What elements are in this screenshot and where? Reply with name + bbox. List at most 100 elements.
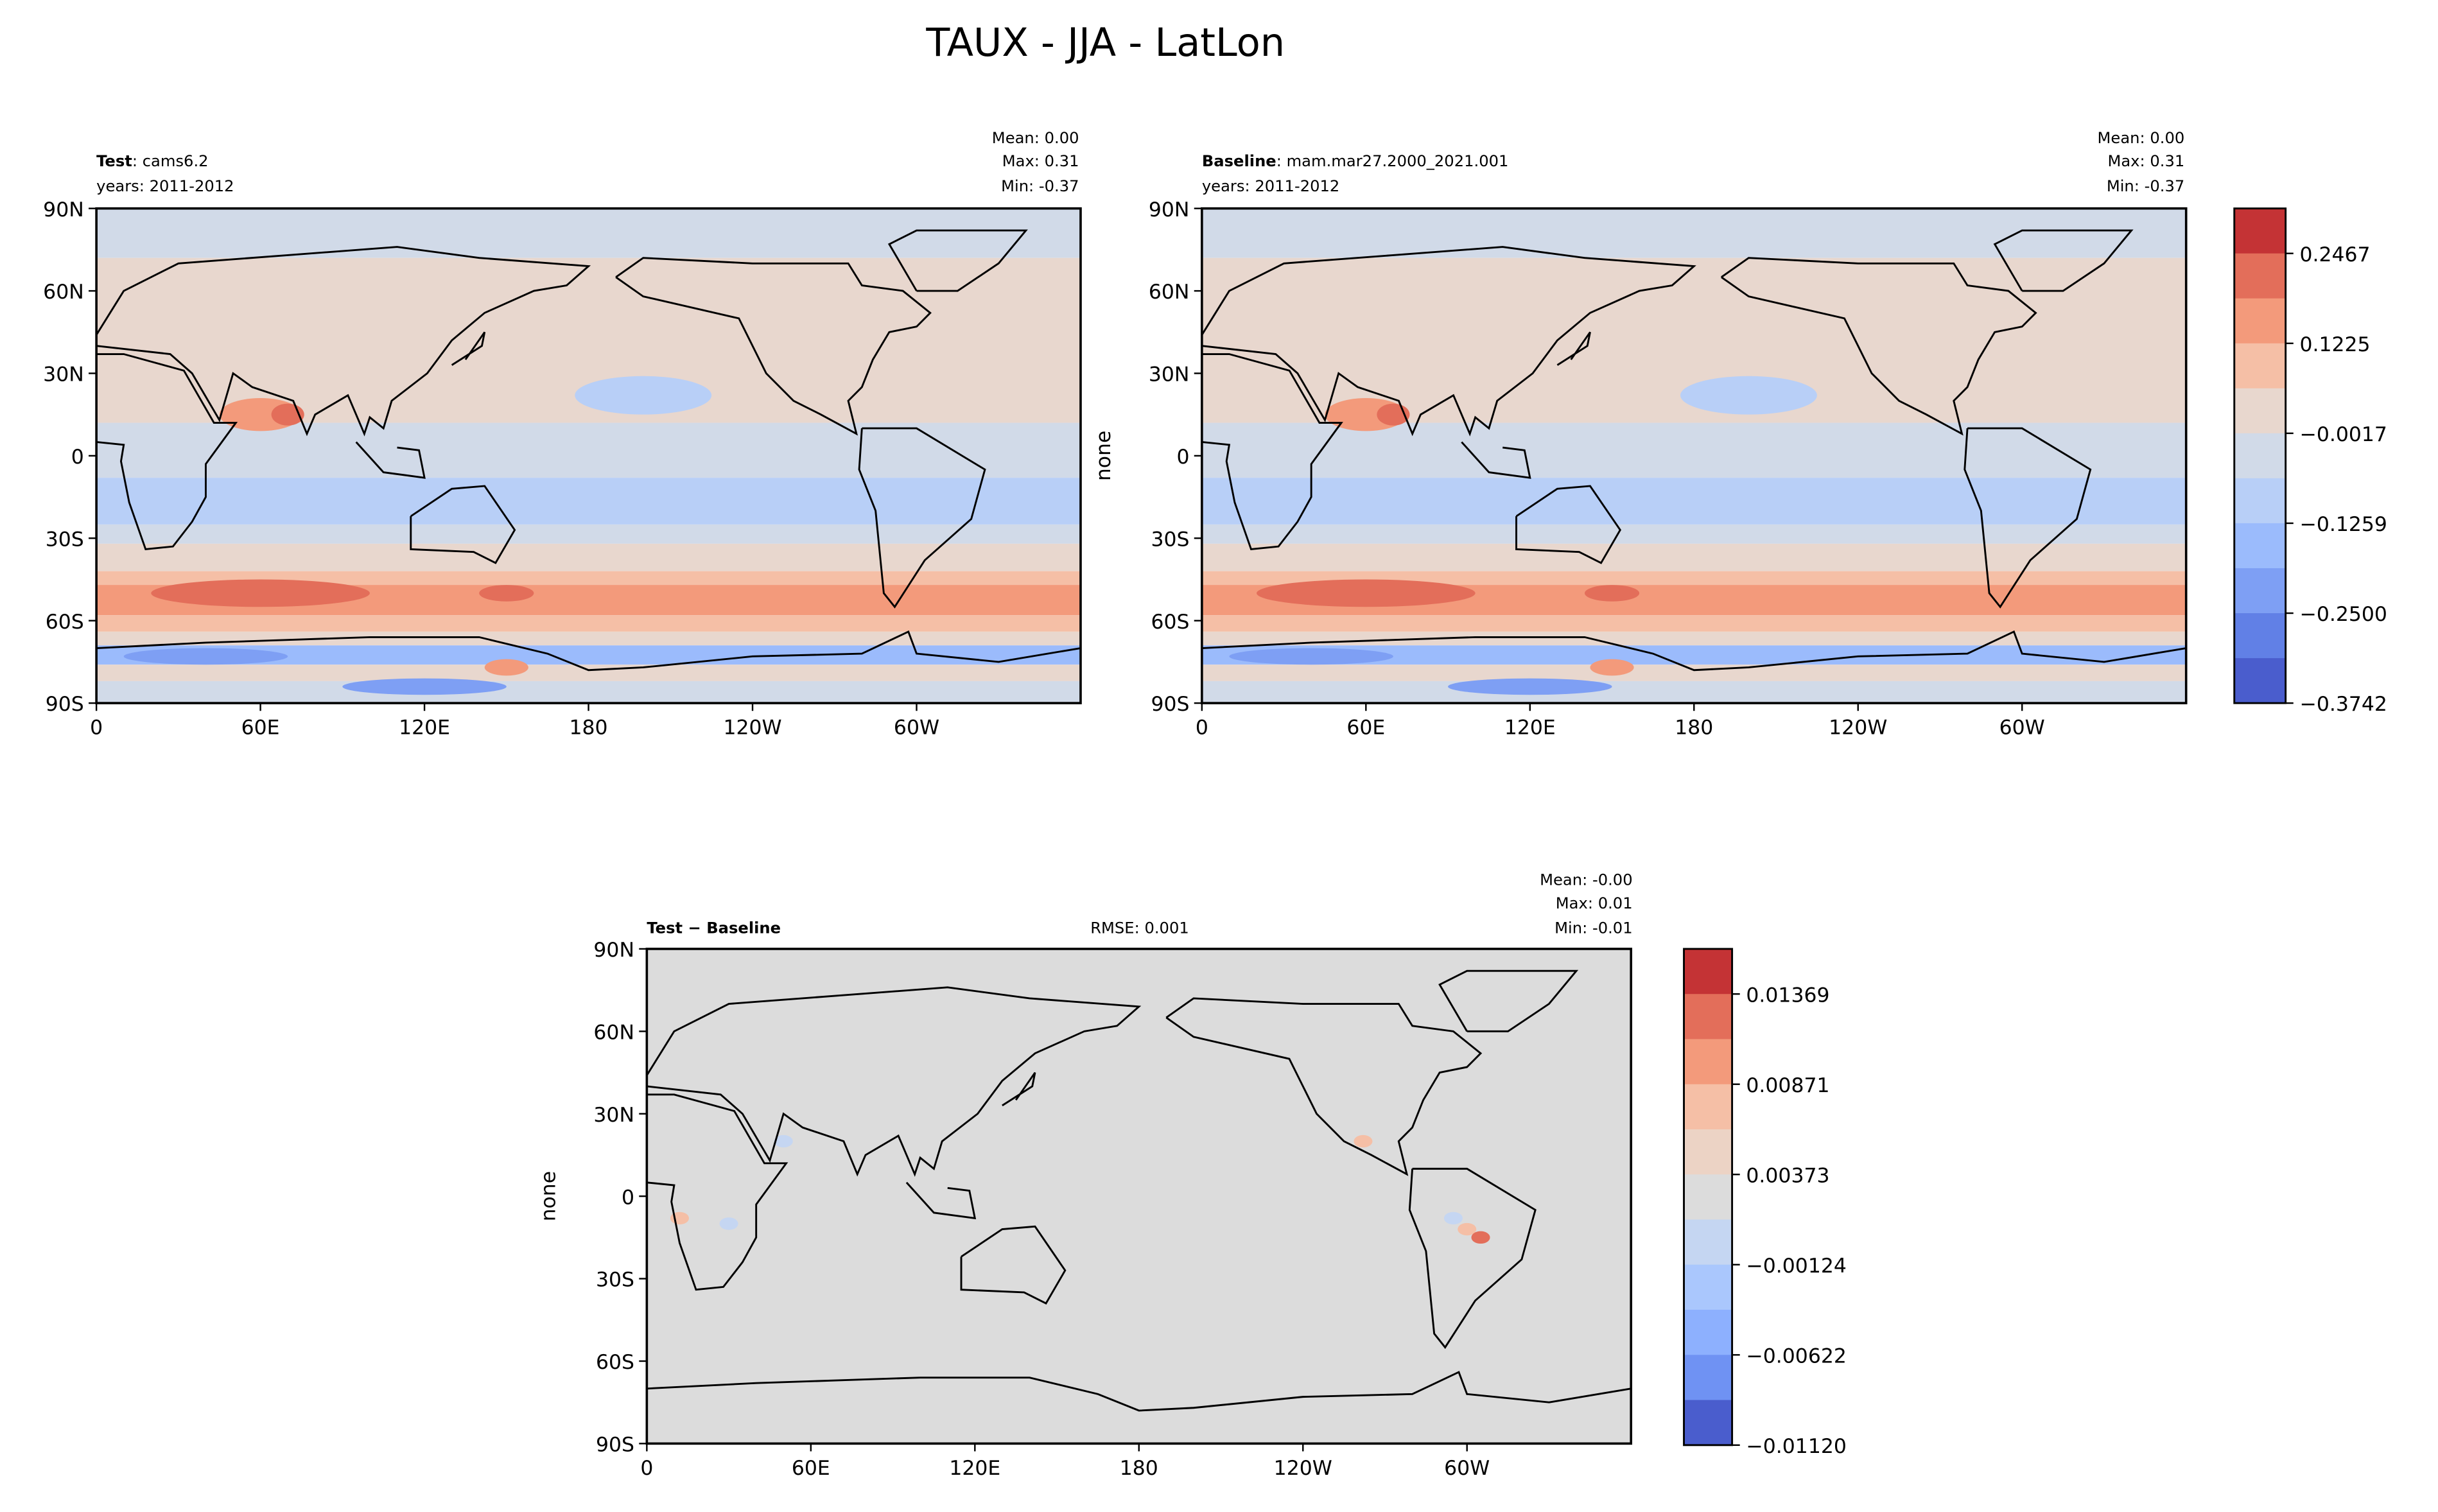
colorbar-diff: 0.01369 0.00871 0.00373 −0.00124 −0.00622 −0.…	[1683, 948, 1847, 1458]
x-tick-label: 120W	[1829, 717, 1887, 740]
contour-band	[96, 665, 1081, 681]
colorbar-segment	[2234, 658, 2286, 704]
contour-patch	[1229, 648, 1393, 665]
contour-band	[96, 543, 1081, 571]
contour-patch	[342, 678, 507, 695]
contour-patch	[575, 376, 712, 415]
colorbar-segment	[1684, 1310, 1732, 1356]
coastline	[1993, 229, 2134, 292]
contour-patch	[1680, 376, 1817, 415]
diff-rmse: RMSE: 0.001	[1090, 919, 1189, 937]
contour-patch	[479, 585, 534, 602]
y-tick-label: 60S	[1151, 611, 1189, 634]
colorbar-tick-label: 0.00871	[1746, 1074, 1829, 1097]
contour-band	[1201, 422, 2186, 478]
coastline	[96, 630, 1081, 672]
coastline	[1461, 441, 1531, 479]
contour-band	[1201, 631, 2186, 646]
coastline	[1438, 969, 1579, 1032]
colorbar-tick-label: 0.00373	[1746, 1164, 1829, 1187]
contour-patch	[1354, 1134, 1373, 1148]
y-tick-label: 0	[1176, 446, 1189, 469]
contour-patch	[484, 659, 528, 676]
colorbar-segment	[2234, 343, 2286, 390]
y-tick-label: 0	[622, 1186, 634, 1209]
contour-patch	[1257, 579, 1476, 607]
contour-band	[1201, 681, 2186, 704]
colorbar-segment	[1684, 1400, 1732, 1447]
diff-mean: Mean: -0.00	[1540, 871, 1632, 889]
test-min: Min: -0.37	[1001, 177, 1079, 195]
y-tick-label: 90S	[46, 693, 84, 716]
x-tick-label: 60W	[1999, 717, 2045, 740]
y-tick-label: 90N	[593, 939, 634, 962]
colorbar-tick-label: 0.2467	[2299, 243, 2370, 266]
colorbar-frame	[2233, 207, 2287, 704]
coastline	[1201, 353, 1343, 550]
contour-field	[647, 948, 1632, 1444]
y-tick-label: 90S	[596, 1434, 634, 1457]
contour-patch	[1590, 659, 1634, 676]
colorbar-segment	[1684, 1264, 1732, 1311]
contour-band	[96, 631, 1081, 646]
contour-patch	[151, 579, 370, 607]
y-tick-label: 30S	[596, 1269, 634, 1292]
coastline	[1556, 331, 1591, 366]
y-tick-label: 30N	[1149, 363, 1190, 387]
y-tick-label: 90N	[1149, 198, 1190, 222]
x-tick-label: 180	[1120, 1457, 1158, 1480]
colorbar-tick-label: −0.00622	[1746, 1344, 1846, 1368]
colorbar-tick-label: −0.3742	[2299, 693, 2387, 716]
y-tick-label: 60N	[593, 1021, 634, 1044]
diff-max: Max: 0.01	[1556, 894, 1633, 912]
contour-band	[1201, 665, 2186, 681]
contour-band	[96, 422, 1081, 478]
colorbar-segment	[2234, 478, 2286, 525]
coastline	[647, 1093, 788, 1291]
colorbar-frame	[1683, 948, 1734, 1447]
baseline-max: Max: 0.31	[2107, 152, 2184, 170]
x-tick-label: 120W	[1274, 1457, 1332, 1480]
coastline	[1721, 257, 2037, 436]
y-tick-label: 60N	[43, 281, 84, 304]
x-tick-label: 60W	[894, 717, 939, 740]
coastline	[410, 485, 516, 564]
colorbar-segment	[1684, 994, 1732, 1040]
map-panel-baseline: 0 60E 120E 180 120W 60W 90N 60N 30N 0 30S 60S 90S	[1149, 198, 2188, 740]
test-mean: Mean: 0.00	[992, 129, 1079, 147]
y-tick-label: 30S	[46, 528, 84, 551]
colorbar-segment	[1684, 948, 1732, 995]
y-tick-label: 90N	[43, 198, 84, 222]
baseline-min: Min: -0.37	[2107, 177, 2184, 195]
colorbar-segment	[1684, 1084, 1732, 1131]
figure-title: TAUX - JJA - LatLon	[925, 21, 1285, 65]
test-years: years: 2011-2012	[96, 177, 234, 195]
colorbar-segment	[2234, 568, 2286, 614]
contour-patch	[719, 1217, 738, 1230]
coastline	[1201, 630, 2186, 672]
coastline	[355, 441, 426, 479]
contour-band	[96, 208, 1081, 258]
coastline	[858, 427, 986, 609]
x-tick-label: 60E	[241, 717, 280, 740]
contour-patch	[123, 648, 288, 665]
coastline	[905, 1181, 977, 1220]
contour-band	[96, 681, 1081, 704]
coastline	[646, 986, 1142, 1177]
diff-min: Min: -0.01	[1554, 919, 1632, 937]
colorbar-segment	[1684, 1355, 1732, 1401]
contour-band	[96, 478, 1081, 525]
y-tick-label: 60N	[1149, 281, 1190, 304]
y-tick-label: 90S	[1151, 693, 1189, 716]
coastline	[1963, 427, 2092, 609]
x-tick-label: 120E	[399, 717, 450, 740]
coastline	[1201, 246, 1696, 437]
coastline	[95, 246, 591, 437]
baseline-ylabel: none	[1092, 431, 1115, 482]
contour-patch	[1443, 1212, 1463, 1225]
colorbar-top: 0.2467 0.1225 −0.0017 −0.1259 −0.2500 −0.3742	[2233, 207, 2387, 716]
coastline	[1515, 485, 1622, 564]
colorbar-segment	[2234, 253, 2286, 299]
x-tick-label: 180	[570, 717, 608, 740]
